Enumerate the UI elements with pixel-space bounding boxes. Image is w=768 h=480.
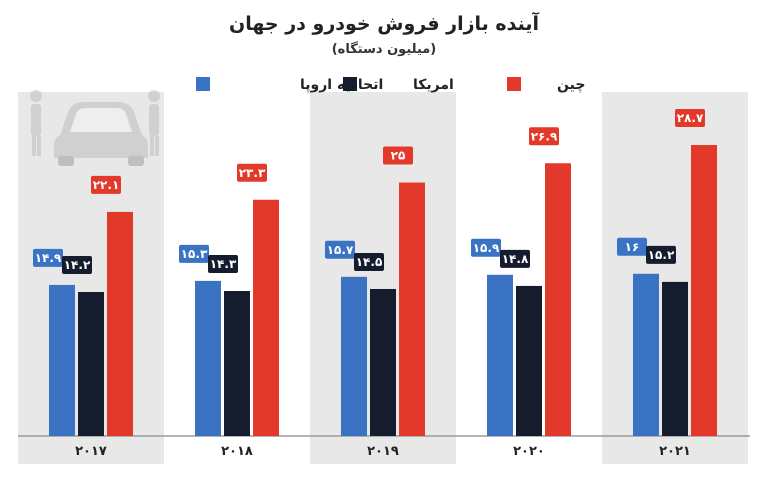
data-label-box-2-1 bbox=[237, 163, 267, 182]
data-label-2-2: ۲۵ bbox=[391, 149, 406, 163]
x-tick-1: ۲۰۱۸ bbox=[221, 444, 253, 459]
legend-swatch-eu bbox=[196, 77, 210, 91]
chart-subtitle: (میلیون دستگاه) bbox=[332, 41, 437, 57]
bar-0-0 bbox=[49, 284, 75, 436]
legend-item-usa: امریکا bbox=[343, 77, 454, 93]
data-label-0-1: ۱۵.۳ bbox=[181, 247, 208, 261]
bar-2-3 bbox=[545, 163, 571, 437]
data-label-box-2-3 bbox=[529, 127, 559, 146]
data-label-0-4: ۱۶ bbox=[625, 240, 640, 254]
legend: اتحادیه اروپا امریکا چین bbox=[196, 77, 585, 93]
bar-1-0 bbox=[78, 292, 104, 436]
legend-label-china: چین bbox=[557, 77, 585, 93]
bar-0-2 bbox=[341, 276, 367, 436]
data-label-1-4: ۱۵.۲ bbox=[648, 248, 675, 262]
bar-2-4 bbox=[691, 145, 717, 436]
legend-swatch-china bbox=[507, 77, 521, 91]
bar-0-3 bbox=[487, 274, 513, 436]
data-label-box-1-3 bbox=[500, 249, 530, 268]
data-label-box-2-0 bbox=[91, 175, 121, 194]
data-label-box-1-0 bbox=[62, 256, 92, 275]
bar-0-4 bbox=[633, 273, 659, 436]
bars bbox=[49, 145, 717, 437]
data-label-1-3: ۱۴.۸ bbox=[502, 252, 529, 266]
data-label-1-2: ۱۴.۵ bbox=[356, 255, 383, 269]
data-label-2-3: ۲۶.۹ bbox=[531, 129, 558, 143]
legend-label-usa: امریکا bbox=[413, 77, 454, 93]
bar-2-0 bbox=[107, 211, 133, 436]
data-label-1-1: ۱۴.۳ bbox=[210, 257, 237, 271]
data-label-box-1-4 bbox=[646, 245, 676, 264]
x-tick-labels: ۲۰۱۷ ۲۰۱۸ ۲۰۱۹ ۲۰۲۰ ۲۰۲۱ bbox=[75, 444, 691, 459]
bar-1-2 bbox=[370, 288, 396, 436]
legend-swatch-usa bbox=[343, 77, 357, 91]
x-tick-4: ۲۰۲۱ bbox=[659, 444, 691, 459]
data-label-box-2-4 bbox=[675, 109, 705, 127]
data-label-0-0: ۱۴.۹ bbox=[35, 251, 62, 265]
data-label-box-0-1 bbox=[179, 244, 209, 263]
legend-item-china: چین bbox=[507, 77, 585, 93]
data-label-0-3: ۱۵.۹ bbox=[473, 241, 500, 255]
chart-title: آینده بازار فروش خودرو در جهان bbox=[229, 11, 539, 35]
data-label-2-1: ۲۳.۳ bbox=[239, 166, 266, 180]
data-label-box-0-4 bbox=[617, 237, 647, 256]
data-label-2-0: ۲۲.۱ bbox=[93, 178, 120, 192]
data-label-1-0: ۱۴.۲ bbox=[64, 258, 91, 272]
data-labels: ۱۴.۹۱۴.۲ ۲۲.۱ ۱۵.۳۱۴.۳ ۲۳.۳ ۱۵.۷۱۴.۵ ۲۵ ۱۵.۹۱۴… bbox=[33, 109, 705, 275]
bar-1-3 bbox=[516, 285, 542, 436]
x-tick-3: ۲۰۲۰ bbox=[513, 444, 545, 459]
data-label-box-0-3 bbox=[471, 238, 501, 257]
bar-1-4 bbox=[662, 281, 688, 436]
data-label-box-1-1 bbox=[208, 255, 238, 274]
legend-item-eu: اتحادیه اروپا bbox=[196, 77, 383, 93]
data-label-box-0-2 bbox=[325, 240, 355, 259]
bar-2-2 bbox=[399, 182, 425, 436]
bar-0-1 bbox=[195, 280, 221, 436]
bar-1-1 bbox=[224, 291, 250, 436]
x-tick-2: ۲۰۱۹ bbox=[367, 444, 399, 459]
bar-2-1 bbox=[253, 199, 279, 436]
data-label-box-1-2 bbox=[354, 252, 384, 271]
data-label-box-0-0 bbox=[33, 248, 63, 267]
data-label-box-2-2 bbox=[383, 146, 413, 165]
car-icon bbox=[30, 90, 160, 166]
legend-label-eu: اتحادیه اروپا bbox=[300, 77, 383, 93]
data-label-2-4: ۲۸.۷ bbox=[677, 111, 704, 125]
data-label-0-2: ۱۵.۷ bbox=[327, 243, 354, 257]
x-tick-0: ۲۰۱۷ bbox=[75, 444, 107, 459]
